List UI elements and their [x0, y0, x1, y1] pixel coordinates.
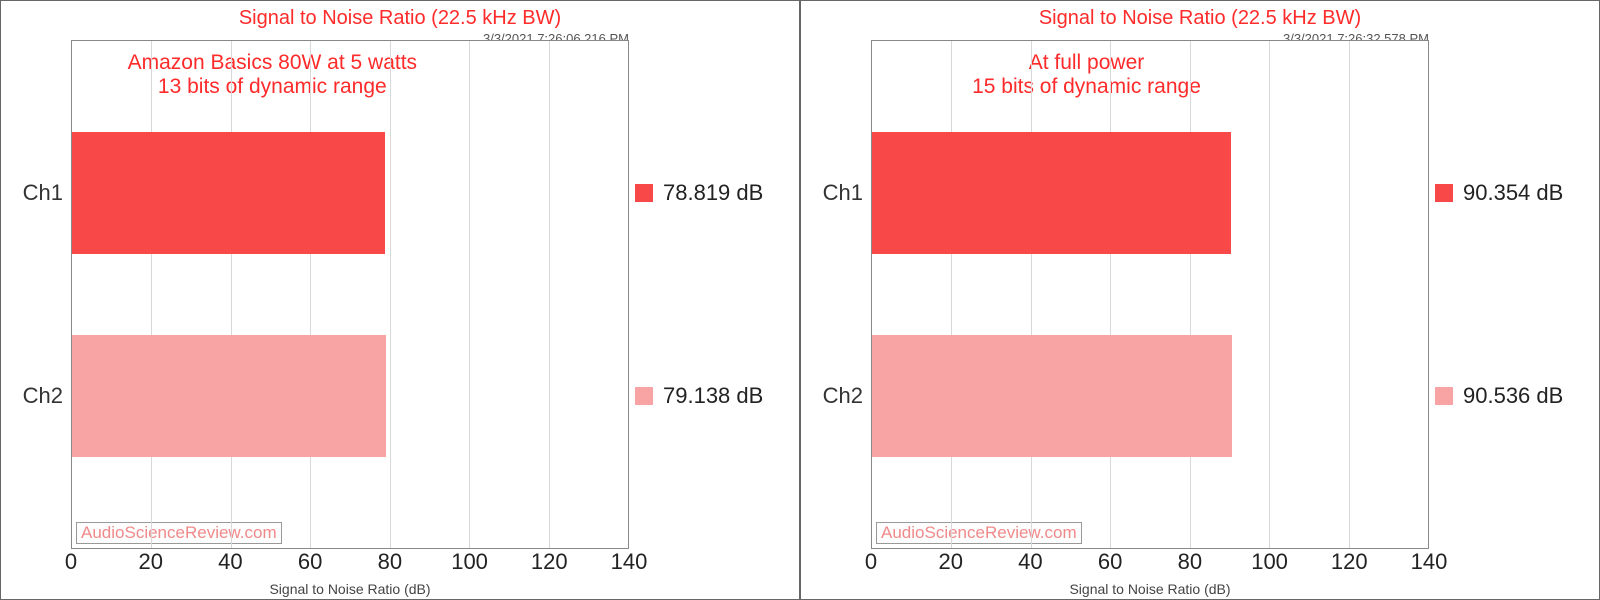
plot: Amazon Basics 80W at 5 watts13 bits of d… [71, 30, 629, 599]
legend-item-ch2: 79.138 dB [635, 383, 763, 409]
legend-swatch-icon [1435, 184, 1453, 202]
x-tick: 40 [218, 549, 242, 575]
ch1-label: Ch1 [23, 180, 63, 206]
plot-area: At full power15 bits of dynamic range Au… [871, 40, 1429, 549]
x-tick: 40 [1018, 549, 1042, 575]
gridline [151, 41, 152, 548]
plot-area: Amazon Basics 80W at 5 watts13 bits of d… [71, 40, 629, 549]
y-axis: Ch1 Ch2 [11, 30, 71, 599]
chart-wrap: Ch1 Ch2 At full power15 bits of dynamic … [801, 30, 1599, 599]
x-tick: 20 [938, 549, 962, 575]
bar-ch2 [72, 335, 386, 457]
gridline [1031, 41, 1032, 548]
panel-left: Signal to Noise Ratio (22.5 kHz BW) 3/3/… [0, 0, 800, 600]
annotation: Amazon Basics 80W at 5 watts13 bits of d… [128, 51, 417, 99]
x-tick: 60 [1098, 549, 1122, 575]
x-tick: 100 [1251, 549, 1288, 575]
x-axis-label: Signal to Noise Ratio (dB) [871, 581, 1429, 597]
bar-ch1 [872, 132, 1231, 254]
x-tick: 120 [1331, 549, 1368, 575]
x-axis-label: Signal to Noise Ratio (dB) [71, 581, 629, 597]
legend-item-ch2: 90.536 dB [1435, 383, 1563, 409]
legend-item-ch1: 90.354 dB [1435, 180, 1563, 206]
legend-value: 78.819 dB [663, 180, 763, 206]
chart-title: Signal to Noise Ratio (22.5 kHz BW) [801, 1, 1599, 30]
gridline [231, 41, 232, 548]
legend-value: 90.354 dB [1463, 180, 1563, 206]
x-tick: 20 [138, 549, 162, 575]
bar-ch2 [872, 335, 1232, 457]
chart-title: Signal to Noise Ratio (22.5 kHz BW) [1, 1, 799, 30]
chart-wrap: Ch1 Ch2 Amazon Basics 80W at 5 watts13 b… [1, 30, 799, 599]
legend: 90.354 dB 90.536 dB [1429, 30, 1589, 599]
x-tick: 0 [65, 549, 77, 575]
gridline [1269, 41, 1270, 548]
ch2-label: Ch2 [823, 383, 863, 409]
legend-value: 90.536 dB [1463, 383, 1563, 409]
x-tick: 80 [378, 549, 402, 575]
legend-item-ch1: 78.819 dB [635, 180, 763, 206]
x-tick: 0 [865, 549, 877, 575]
x-tick: 120 [531, 549, 568, 575]
gridline [1190, 41, 1191, 548]
watermark: AudioScienceReview.com [76, 522, 282, 544]
ch2-label: Ch2 [23, 383, 63, 409]
legend: 78.819 dB 79.138 dB [629, 30, 789, 599]
annotation: At full power15 bits of dynamic range [972, 51, 1201, 99]
plot: At full power15 bits of dynamic range Au… [871, 30, 1429, 599]
x-axis: 020406080100120140 [871, 549, 1429, 579]
gridline [951, 41, 952, 548]
gridline [1349, 41, 1350, 548]
gridline [469, 41, 470, 548]
x-tick: 80 [1178, 549, 1202, 575]
legend-swatch-icon [635, 387, 653, 405]
x-axis: 020406080100120140 [71, 549, 629, 579]
gridline [549, 41, 550, 548]
gridline [1110, 41, 1111, 548]
legend-value: 79.138 dB [663, 383, 763, 409]
legend-swatch-icon [1435, 387, 1453, 405]
x-tick: 100 [451, 549, 488, 575]
watermark: AudioScienceReview.com [876, 522, 1082, 544]
gridline [390, 41, 391, 548]
gridline [310, 41, 311, 548]
panel-right: Signal to Noise Ratio (22.5 kHz BW) 3/3/… [800, 0, 1600, 600]
ch1-label: Ch1 [823, 180, 863, 206]
x-tick: 60 [298, 549, 322, 575]
y-axis: Ch1 Ch2 [811, 30, 871, 599]
legend-swatch-icon [635, 184, 653, 202]
bar-ch1 [72, 132, 385, 254]
